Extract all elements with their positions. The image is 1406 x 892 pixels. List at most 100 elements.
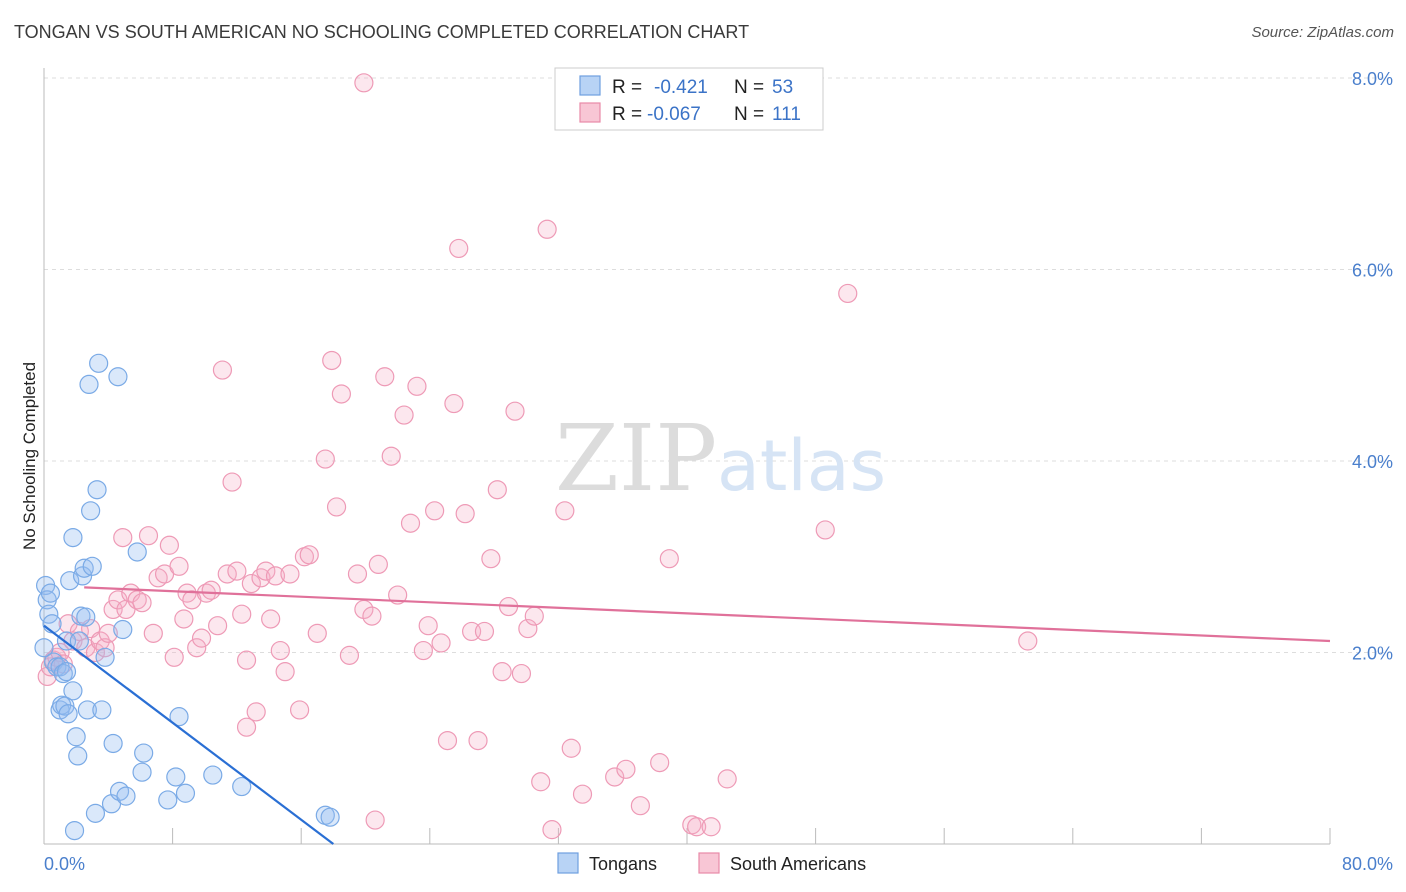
tongans-point (63, 681, 83, 701)
south-americans-point (487, 480, 507, 500)
south-americans-point (236, 650, 257, 670)
tongans-point (166, 767, 186, 787)
south-americans-point (339, 645, 360, 665)
south-americans-point (347, 564, 368, 584)
south-americans-point (322, 350, 342, 371)
south-americans-r-label: R = (612, 104, 642, 125)
tongans-r-label: R = (612, 77, 642, 98)
south-americans-point (208, 616, 228, 636)
south-americans-point (505, 401, 525, 421)
south-americans-point (555, 501, 575, 521)
watermark-zip: ZIP (555, 405, 717, 512)
tongans-point (69, 631, 89, 651)
south-americans-point (1018, 631, 1038, 651)
south-americans-point (201, 580, 221, 600)
tongans-point (53, 663, 73, 684)
trend-layer (43, 586, 1331, 845)
tongans-point (58, 704, 78, 724)
tongans-point (95, 647, 115, 667)
south-americans-point (299, 545, 319, 565)
south-americans-point (524, 606, 544, 626)
south-americans-point (468, 730, 488, 751)
source-label: Source: ZipAtlas.com (1251, 24, 1394, 41)
south-americans-point (542, 820, 562, 840)
south-americans-point (132, 593, 152, 613)
y-tick-label: 2.0% (1352, 644, 1393, 664)
tongans-point (320, 807, 340, 827)
south-americans-point (605, 767, 625, 787)
tongans-point (85, 803, 106, 823)
tongans-point (79, 374, 99, 394)
y-axis-label: No Schooling Completed (20, 362, 39, 550)
tongans-point (175, 783, 196, 803)
south-americans-point (159, 535, 179, 555)
south-americans-point (212, 360, 233, 380)
south-americans-point (289, 700, 310, 720)
south-americans-point (187, 638, 207, 658)
south-americans-point (164, 647, 184, 667)
x-tick-label: 80.0% (1342, 854, 1393, 874)
south-americans-point (407, 376, 427, 396)
south-americans-point (222, 472, 242, 492)
tongans-point (132, 762, 152, 782)
tongans-n-label: N = (734, 77, 764, 98)
south-americans-point (169, 556, 189, 576)
points-layer (34, 73, 1038, 841)
south-americans-point (227, 561, 247, 581)
south-americans-point (481, 549, 501, 569)
tongans-point (63, 527, 83, 548)
axis-layer: 2.0% 4.0% 6.0% 8.0% 0.0% 80.0% (43, 68, 1393, 874)
tongans-point (113, 619, 133, 640)
south-americans-point (431, 633, 451, 653)
tongans-point (89, 353, 109, 373)
south-americans-point (246, 702, 266, 722)
tongans-point (127, 542, 147, 562)
south-americans-point (261, 609, 281, 629)
south-americans-point (138, 526, 159, 546)
south-americans-point (444, 393, 464, 414)
south-americans-point (354, 73, 374, 93)
south-americans-stat-swatch (579, 102, 601, 123)
south-americans-point (113, 527, 133, 548)
tongans-point (76, 607, 96, 627)
south-americans-point (838, 283, 858, 304)
south-americans-point (561, 738, 581, 758)
south-americans-point (381, 446, 401, 466)
south-americans-point (616, 759, 636, 779)
legend-swatch-tongans (557, 852, 579, 874)
south-americans-point (315, 449, 335, 469)
south-americans-point (326, 497, 347, 517)
tongans-point (158, 790, 178, 810)
south-americans-point (368, 554, 388, 575)
south-americans-point (191, 628, 212, 648)
south-americans-point (815, 520, 835, 540)
y-tick-label: 6.0% (1352, 261, 1393, 281)
legend-label-tongans: Tongans (589, 854, 657, 874)
tongans-point (81, 501, 101, 521)
south-americans-point (280, 564, 300, 584)
tongans-point (203, 765, 223, 785)
stats-legend: R = -0.421 N = 53 R = -0.067 N = 111 (554, 67, 824, 131)
south-americans-n-label: N = (734, 104, 764, 125)
south-americans-point (256, 561, 276, 581)
south-americans-point (531, 772, 551, 792)
south-americans-point (394, 405, 414, 425)
watermark: ZIP atlas (555, 405, 886, 512)
tongans-point (82, 556, 102, 576)
grid-layer (44, 77, 1390, 653)
south-americans-point (413, 640, 433, 661)
series-legend: Tongans South Americans (557, 852, 866, 874)
south-americans-point (307, 623, 327, 643)
south-americans-point (331, 384, 351, 404)
south-americans-point (474, 621, 495, 642)
south-americans-point (400, 513, 421, 533)
tongans-stat-swatch (579, 75, 601, 96)
south-americans-point (265, 566, 286, 586)
south-americans-point (174, 609, 194, 629)
south-americans-point (701, 817, 721, 837)
south-americans-point (659, 549, 679, 569)
south-americans-point (98, 623, 118, 643)
y-tick-label: 4.0% (1352, 452, 1393, 472)
south-americans-point (418, 616, 438, 636)
